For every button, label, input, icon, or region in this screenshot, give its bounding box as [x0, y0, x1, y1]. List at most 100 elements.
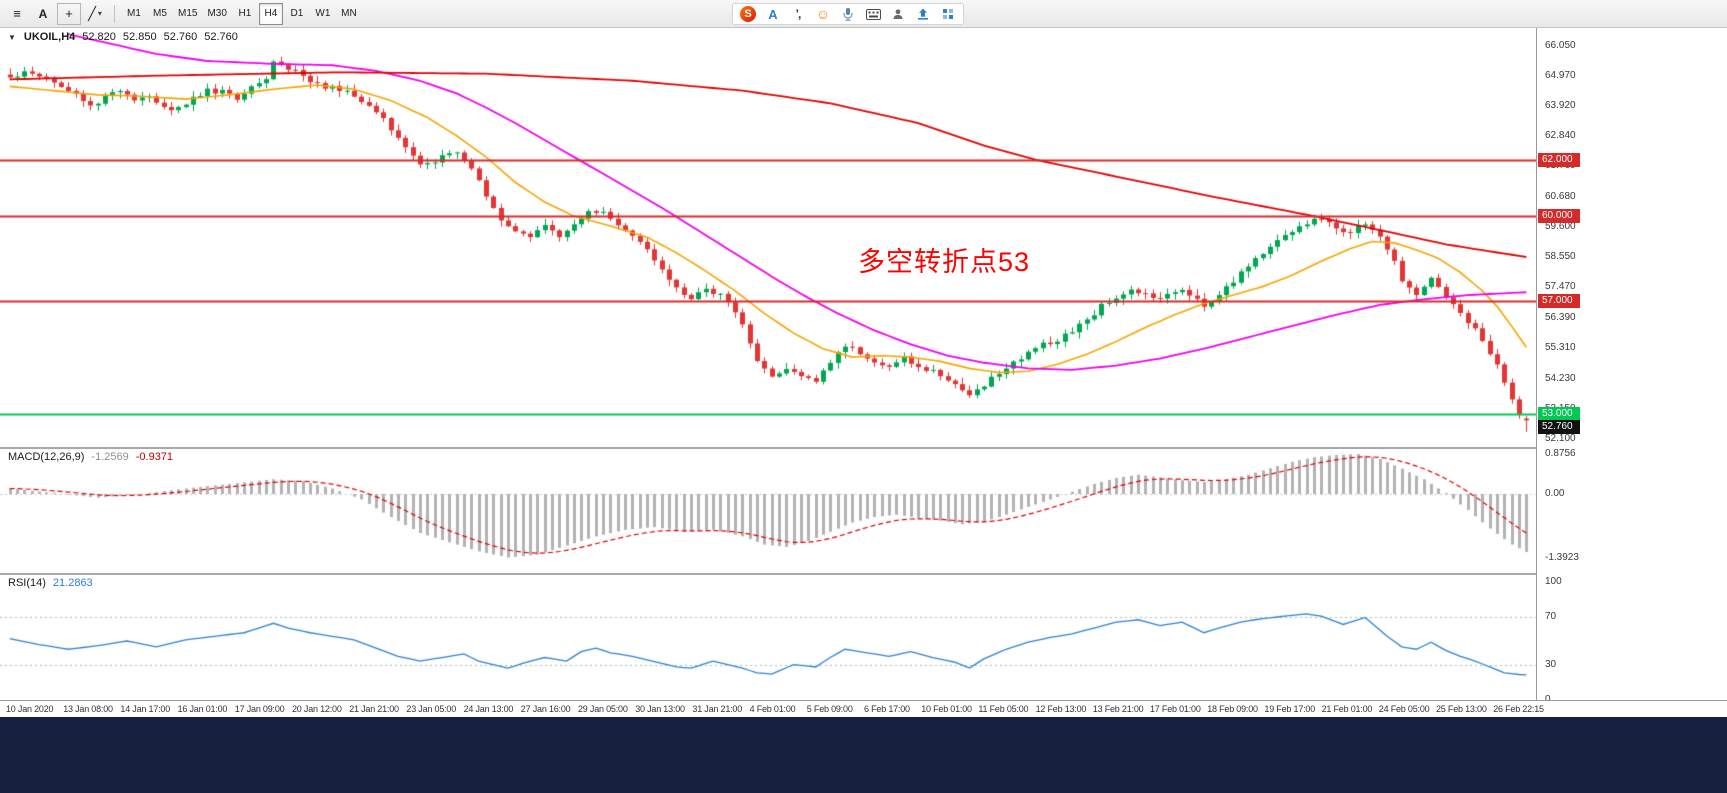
- time-axis-label: 14 Jan 17:00: [120, 704, 171, 714]
- timeframe-w1-button[interactable]: W1: [311, 3, 335, 25]
- keyboard-icon[interactable]: [865, 6, 881, 22]
- price-axis-label: 66.050: [1545, 39, 1576, 51]
- time-axis-label: 6 Feb 17:00: [864, 704, 910, 714]
- macd-main-value: -1.2569: [91, 451, 129, 463]
- crosshair-tool-button[interactable]: +: [57, 2, 81, 25]
- time-axis-label: 20 Jan 12:00: [292, 704, 342, 714]
- line-studies-dropdown[interactable]: ╱ ▾: [83, 3, 107, 25]
- charts-list-glyph: ≡: [13, 6, 21, 21]
- timeframe-h1-button[interactable]: H1: [233, 3, 257, 25]
- timeframe-mn-button[interactable]: MN: [337, 3, 361, 25]
- high-value: 52.850: [122, 31, 157, 43]
- price-axis-label: 58.550: [1545, 251, 1576, 262]
- time-axis-label: 12 Feb 13:00: [1035, 704, 1087, 714]
- time-axis-label: 27 Jan 16:00: [520, 704, 571, 714]
- text-tool-button[interactable]: A: [31, 3, 55, 25]
- timeframe-m5-button[interactable]: M5: [148, 3, 172, 25]
- time-axis-label: 16 Jan 01:00: [177, 704, 228, 714]
- trendline-icon: ╱: [88, 5, 96, 21]
- low-value: 52.760: [163, 31, 198, 43]
- time-axis-label: 10 Feb 01:00: [921, 704, 972, 714]
- price-axis-label: 57.470: [1545, 281, 1576, 293]
- main-chart-canvas[interactable]: [0, 28, 1536, 447]
- close-value: 52.760: [204, 31, 238, 43]
- rsi-header: RSI(14) 21.2863: [8, 577, 93, 589]
- price-axis-label: 52.100: [1545, 432, 1576, 444]
- macd-axis-label: 0.8756: [1545, 447, 1576, 459]
- punctuation-mode-icon[interactable]: ’,: [795, 7, 802, 21]
- price-axis-label: 60.680: [1545, 190, 1576, 202]
- timeframe-m1-button[interactable]: M1: [122, 3, 146, 25]
- toolbox-grid-icon[interactable]: [940, 6, 956, 22]
- time-axis-label: 25 Feb 13:00: [1436, 704, 1487, 714]
- skin-upload-icon[interactable]: [915, 6, 931, 22]
- rsi-panel-canvas[interactable]: [0, 575, 1536, 700]
- time-axis-label: 17 Jan 09:00: [234, 704, 285, 714]
- hline-price-box: 53.000: [1538, 406, 1580, 421]
- toolbar: ≡ A + ╱ ▾ M1 M5 M15 M30 H1 H4 D1 W1 MN S…: [0, 0, 1727, 28]
- time-axis-label: 24 Jan 13:00: [463, 704, 514, 714]
- timeframe-d1-button[interactable]: D1: [285, 3, 309, 25]
- time-axis-label: 26 Feb 22:15: [1493, 704, 1544, 714]
- crosshair-icon: +: [65, 6, 73, 21]
- rsi-axis-label: 100: [1545, 576, 1562, 587]
- time-axis-label: 24 Feb 05:00: [1378, 704, 1430, 714]
- time-axis-label: 4 Feb 01:00: [749, 704, 796, 714]
- time-axis-label: 10 Jan 2020: [6, 704, 54, 714]
- time-axis-label: 21 Jan 21:00: [349, 704, 399, 714]
- time-axis[interactable]: 10 Jan 2020 13 Jan 08:00 14 Jan 17:00 16 Ja…: [0, 700, 1727, 717]
- emoji-icon[interactable]: ☺: [815, 6, 831, 22]
- microphone-icon[interactable]: [840, 6, 856, 22]
- time-axis-label: 21 Feb 01:00: [1321, 704, 1373, 714]
- time-axis-label: 30 Jan 13:00: [635, 704, 685, 714]
- rsi-title: RSI(14): [8, 577, 46, 589]
- symbol-timeframe-label: UKOIL,H4: [23, 31, 76, 43]
- price-axis[interactable]: 66.05064.97063.92062.84061.76060.68059.6…: [1536, 28, 1727, 705]
- rsi-axis-label: 70: [1545, 611, 1557, 623]
- macd-axis-label: 0.00: [1545, 488, 1565, 499]
- time-axis-label: 29 Jan 05:00: [578, 704, 628, 714]
- time-axis-label: 13 Feb 21:00: [1092, 704, 1144, 714]
- timeframe-m30-button[interactable]: M30: [203, 3, 230, 25]
- text-tool-glyph: A: [38, 6, 48, 21]
- price-axis-label: 56.390: [1545, 311, 1576, 323]
- rsi-value: 21.2863: [52, 577, 93, 589]
- chart-header: ▼ UKOIL,H4 52.820 52.850 52.760 52.760: [8, 31, 238, 43]
- rsi-axis-label: 0: [1545, 694, 1551, 705]
- panel-splitter[interactable]: [0, 447, 1727, 449]
- toolbar-separator: [114, 4, 115, 23]
- charts-list-icon[interactable]: ≡: [5, 3, 29, 25]
- chart-annotation[interactable]: 多空转折点53: [858, 247, 1031, 277]
- macd-axis-label: -1.3923: [1545, 552, 1579, 564]
- rsi-axis-label: 30: [1545, 658, 1557, 670]
- timeframe-m15-button[interactable]: M15: [174, 3, 201, 25]
- chevron-down-icon: ▾: [97, 9, 102, 18]
- hline-price-box: 60.000: [1538, 209, 1580, 224]
- bottom-bar: [0, 717, 1727, 793]
- hline-price-box: 57.000: [1538, 293, 1580, 308]
- price-axis-label: 59.600: [1545, 221, 1576, 233]
- sogou-logo-icon[interactable]: S: [740, 6, 756, 22]
- time-axis-label: 31 Jan 21:00: [692, 704, 743, 714]
- macd-signal-value: -0.9371: [135, 451, 174, 463]
- time-axis-label: 23 Jan 05:00: [406, 704, 457, 714]
- time-axis-label: 13 Jan 08:00: [63, 704, 113, 714]
- price-axis-label: 54.230: [1545, 372, 1576, 384]
- hline-price-box: 62.000: [1538, 152, 1580, 167]
- font-mode-icon[interactable]: A: [768, 6, 778, 22]
- price-axis-label: 63.920: [1545, 99, 1576, 111]
- price-axis-label: 64.970: [1545, 69, 1576, 81]
- panel-splitter[interactable]: [0, 573, 1727, 575]
- macd-title: MACD(12,26,9): [8, 451, 85, 463]
- timeframe-h4-button[interactable]: H4: [258, 2, 283, 25]
- symbol-dropdown-icon[interactable]: ▼: [8, 32, 16, 42]
- time-axis-label: 19 Feb 17:00: [1264, 704, 1316, 714]
- open-value: 52.820: [82, 31, 116, 43]
- macd-panel-canvas[interactable]: [0, 449, 1536, 573]
- time-axis-label: 11 Feb 05:00: [978, 704, 1029, 714]
- macd-header: MACD(12,26,9) -1.2569 -0.9371: [8, 451, 173, 463]
- timeframe-toolbar: M1 M5 M15 M30 H1 H4 D1 W1 MN: [121, 2, 362, 25]
- price-axis-label: 62.840: [1545, 130, 1576, 142]
- user-profile-icon[interactable]: [890, 6, 906, 22]
